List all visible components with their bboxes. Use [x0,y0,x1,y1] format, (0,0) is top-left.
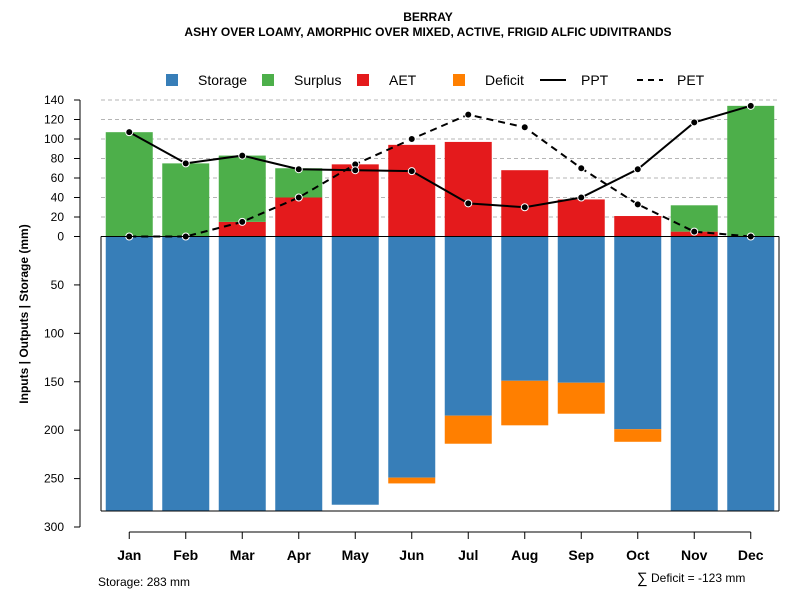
aet-bar-apr [275,197,323,237]
x-tick-label-mar: Mar [230,547,255,563]
x-tick-label-aug: Aug [511,547,538,563]
x-tick-label-apr: Apr [287,547,312,563]
storage-bar-feb [162,236,210,511]
storage-bar-oct [614,236,662,430]
x-tick-label-jun: Jun [399,547,424,563]
legend-deficit-swatch [453,74,465,86]
ppt-point-aug [520,203,529,212]
storage-bar-dec [727,236,775,511]
deficit-footer: Deficit = -123 mm [651,571,745,585]
pet-point-jul [464,110,473,119]
storage-bar-jan [105,236,153,511]
upper-bars [105,105,775,237]
surplus-bar-feb [162,163,210,237]
ppt-point-feb [181,159,190,168]
ppt-point-nov [690,118,699,127]
ppt-point-dec [746,101,755,110]
ppt-point-mar [238,151,247,160]
legend-storage-swatch [166,74,178,86]
aet-bar-jul [444,141,492,237]
aet-bar-sep [557,199,605,237]
ppt-point-may [351,166,360,175]
aet-bar-jun [388,144,436,237]
deficit-bar-aug [501,380,549,426]
x-tick-label-sep: Sep [568,547,594,563]
y-tick-label: 300 [44,520,64,534]
y-tick-label: 80 [51,152,65,166]
surplus-bar-mar [218,155,266,222]
legend-surplus-label: Surplus [294,72,341,88]
ppt-point-jan [125,128,134,137]
ppt-point-sep [577,193,586,202]
aet-bar-oct [614,216,662,237]
y-tick-label: 40 [51,191,65,205]
lower-bars [105,236,775,511]
y-tick-label: 100 [44,132,64,146]
deficit-bar-jun [388,477,436,484]
y-axis-title: Inputs | Outputs | Storage (mm) [17,224,31,403]
sum-symbol: ∑ [637,570,648,587]
ppt-point-jun [407,167,416,176]
pet-point-mar [238,217,247,226]
ppt-point-oct [633,165,642,174]
deficit-bar-jul [444,415,492,444]
legend-aet-label: AET [389,72,417,88]
series-lines [125,101,755,241]
x-tick-label-jan: Jan [117,547,141,563]
legend-aet-swatch [357,74,369,86]
y-tick-label: 120 [44,113,64,127]
ppt-point-apr [294,165,303,174]
legend-storage-label: Storage [198,72,247,88]
y-tick-label: 140 [44,93,64,107]
chart-subtitle: ASHY OVER LOAMY, AMORPHIC OVER MIXED, AC… [184,25,671,39]
y-tick-label: 50 [51,278,65,292]
x-tick-label-oct: Oct [626,547,650,563]
x-tick-label-may: May [342,547,369,563]
pet-point-oct [633,200,642,209]
storage-bar-sep [557,236,605,383]
pet-point-sep [577,164,586,173]
legend-deficit-label: Deficit [485,72,524,88]
surplus-bar-jan [105,132,153,237]
y-tick-label: 100 [44,326,64,340]
aet-bar-may [331,164,379,237]
storage-footer: Storage: 283 mm [98,575,190,589]
pet-point-jun [407,135,416,143]
y-tick-label: 0 [57,230,64,244]
x-tick-label-nov: Nov [681,547,708,563]
y-tick-label: 20 [51,210,65,224]
tick-labels: 0 20 40 60 80 100 120 140 50 100 150 200 250 300 Jan Fe… [44,93,764,563]
storage-bar-apr [275,236,323,511]
ppt-point-jul [464,199,473,208]
deficit-bar-oct [614,429,662,442]
axes [74,99,780,539]
pet-point-aug [520,123,529,132]
storage-bar-mar [218,236,266,511]
storage-bar-may [331,236,379,505]
legend-pet-label: PET [677,72,705,88]
storage-bar-jun [388,236,436,478]
y-tick-label: 60 [51,171,65,185]
y-tick-label: 200 [44,423,64,437]
storage-bar-nov [670,236,718,511]
ppt-line [128,104,752,209]
y-tick-label: 250 [44,472,64,486]
storage-bar-aug [501,236,549,381]
storage-bar-jul [444,236,492,416]
legend-ppt-label: PPT [581,72,609,88]
legend: Storage Surplus AET Deficit PPT PET [166,72,705,88]
pet-point-apr [294,193,303,202]
deficit-bar-sep [557,382,605,414]
x-tick-label-feb: Feb [173,547,198,563]
x-tick-label-dec: Dec [738,547,764,563]
surplus-bar-dec [727,105,775,237]
pet-line [129,113,751,238]
y-tick-label: 150 [44,375,64,389]
pet-point-nov [690,227,699,236]
chart-title: BERRAY [403,10,453,24]
x-tick-label-jul: Jul [458,547,478,563]
surplus-bar-nov [670,205,718,232]
legend-surplus-swatch [262,74,274,86]
